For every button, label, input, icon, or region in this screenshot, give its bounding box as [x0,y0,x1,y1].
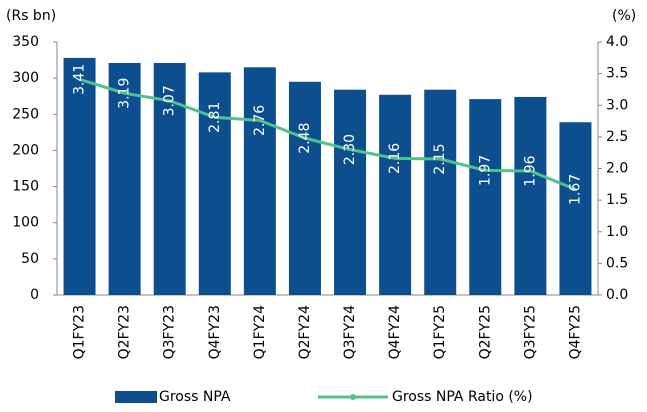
x-tick-label: Q2FY25 [477,305,493,359]
y2-tick-label: 3.5 [606,66,628,82]
bar [198,72,231,295]
y2-tick-label: 2.5 [606,129,628,145]
x-tick-label: Q1FY25 [432,305,448,359]
legend-label: Gross NPA Ratio (%) [392,389,533,405]
data-label: 2.30 [342,134,358,165]
data-label: 2.81 [207,102,223,133]
y-tick-label: 350 [12,34,39,50]
y2-tick-label: 2.0 [606,161,628,177]
y2-axis-label: (%) [612,8,636,24]
x-tick-label: Q3FY25 [522,305,538,359]
data-label: 1.96 [522,155,538,186]
y2-tick-label: 1.5 [606,192,628,208]
bar [379,94,412,295]
x-tick-label: Q3FY24 [342,305,358,359]
bar [334,89,367,295]
x-tick-label: Q4FY23 [207,305,223,359]
y2-tick-label: 3.0 [606,97,628,113]
legend-marker [350,394,356,400]
x-tick-label: Q1FY23 [72,305,88,359]
data-label: 2.16 [387,143,403,174]
data-label: 3.07 [162,85,178,116]
data-label: 2.48 [297,123,313,154]
data-label: 2.15 [432,143,448,174]
y-tick-label: 150 [12,179,39,195]
bar [243,67,276,295]
data-label: 1.67 [567,174,583,205]
y-tick-label: 250 [12,106,39,122]
bar [63,57,96,295]
x-tick-label: Q2FY24 [297,305,313,359]
y2-tick-label: 0.5 [606,255,628,271]
y2-tick-label: 0.0 [606,287,628,303]
y-tick-label: 50 [21,251,39,267]
y-tick-label: 300 [12,70,39,86]
bar [514,96,547,296]
bar [288,81,321,295]
bar [108,62,141,295]
y2-tick-label: 4.0 [606,34,628,50]
x-tick-label: Q1FY24 [252,305,268,359]
bar [559,122,592,295]
legend-swatch [115,391,157,403]
x-tick-label: Q4FY25 [567,305,583,359]
bar [469,99,502,295]
y-tick-label: 0 [30,287,39,303]
y2-tick-label: 1.0 [606,224,628,240]
y-axis-label: (Rs bn) [6,8,56,24]
x-tick-label: Q2FY23 [117,305,133,359]
data-label: 1.97 [477,155,493,186]
x-tick-label: Q3FY23 [162,305,178,359]
bar [424,89,457,295]
data-label: 3.19 [117,78,133,109]
legend-label: Gross NPA [159,389,231,405]
line [79,77,577,191]
y-tick-label: 200 [12,142,39,158]
data-label: 3.41 [72,64,88,95]
y-tick-label: 100 [12,215,39,231]
data-label: 2.76 [252,105,268,136]
x-tick-label: Q4FY24 [387,305,403,359]
